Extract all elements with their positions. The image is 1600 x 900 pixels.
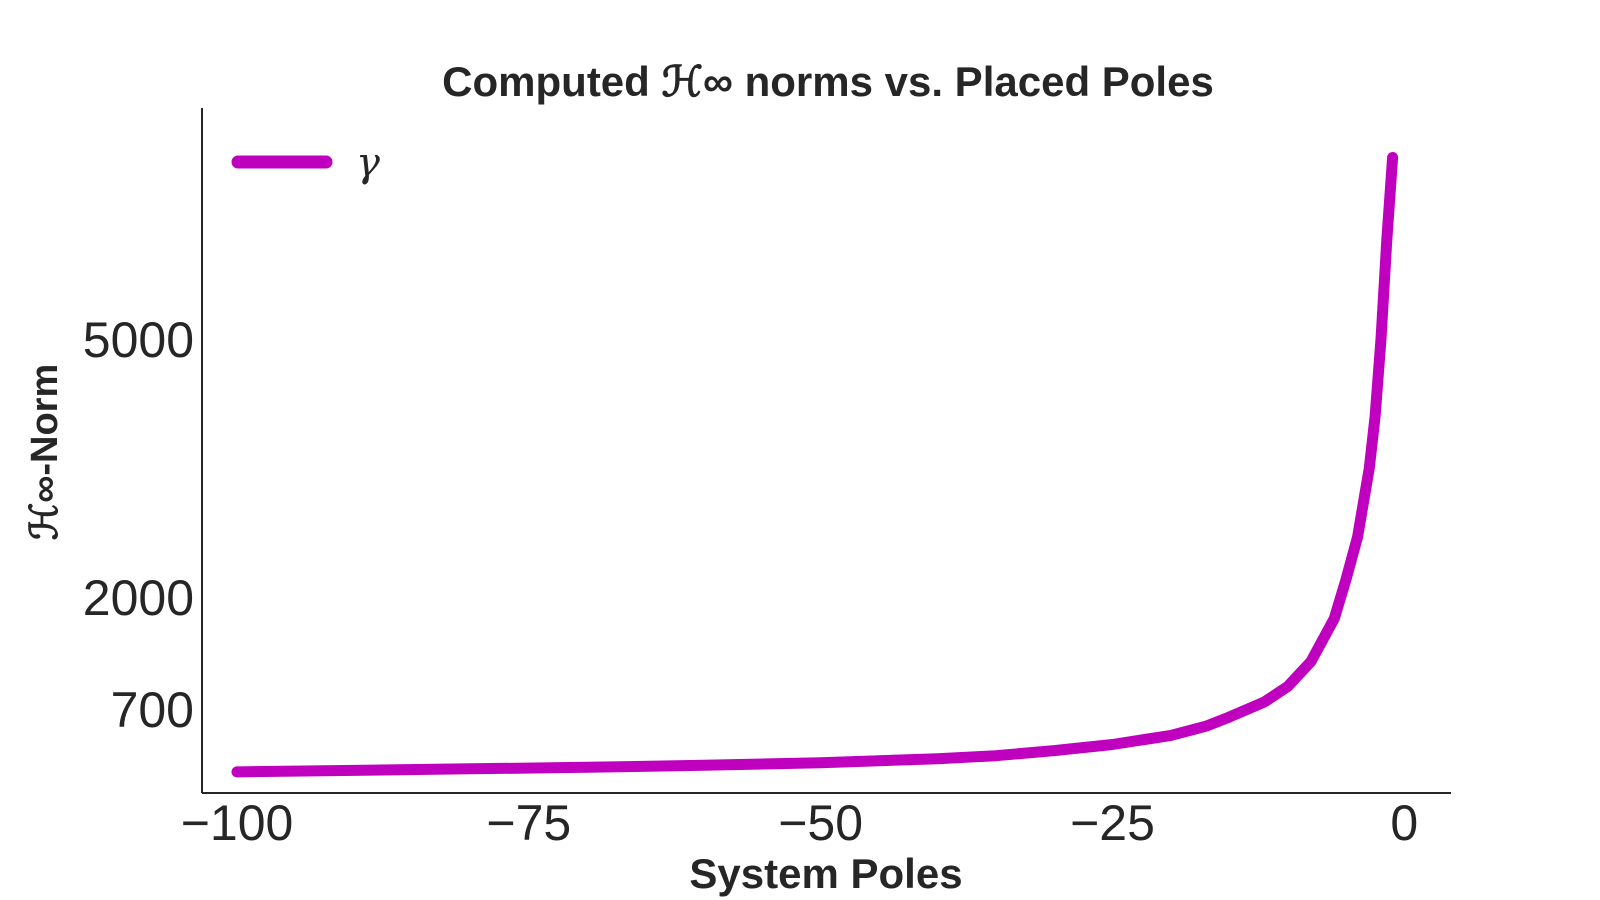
x-tick-label: 0 (1390, 795, 1418, 851)
series-layer (231, 152, 1399, 778)
legend-label-gamma: γ (356, 140, 380, 186)
x-tick-label: −25 (1070, 795, 1155, 851)
y-tick-label: 5000 (83, 312, 194, 368)
x-tick-label: −50 (778, 795, 863, 851)
y-tick-label: 700 (111, 682, 194, 738)
y-axis-label: ℋ∞-Norm (24, 364, 66, 541)
legend: γ (231, 140, 380, 186)
x-tick-labels: −100 −75 −50 −25 0 (181, 795, 1419, 851)
y-tick-label: 2000 (83, 570, 194, 626)
x-tick-label: −75 (486, 795, 571, 851)
chart-title: Computed ℋ∞ norms vs. Placed Poles (442, 58, 1214, 105)
x-axis-label: System Poles (689, 850, 962, 897)
x-tick-label: −100 (181, 795, 294, 851)
y-tick-labels: 700 2000 5000 (83, 312, 194, 738)
series-line-gamma (231, 152, 1399, 778)
